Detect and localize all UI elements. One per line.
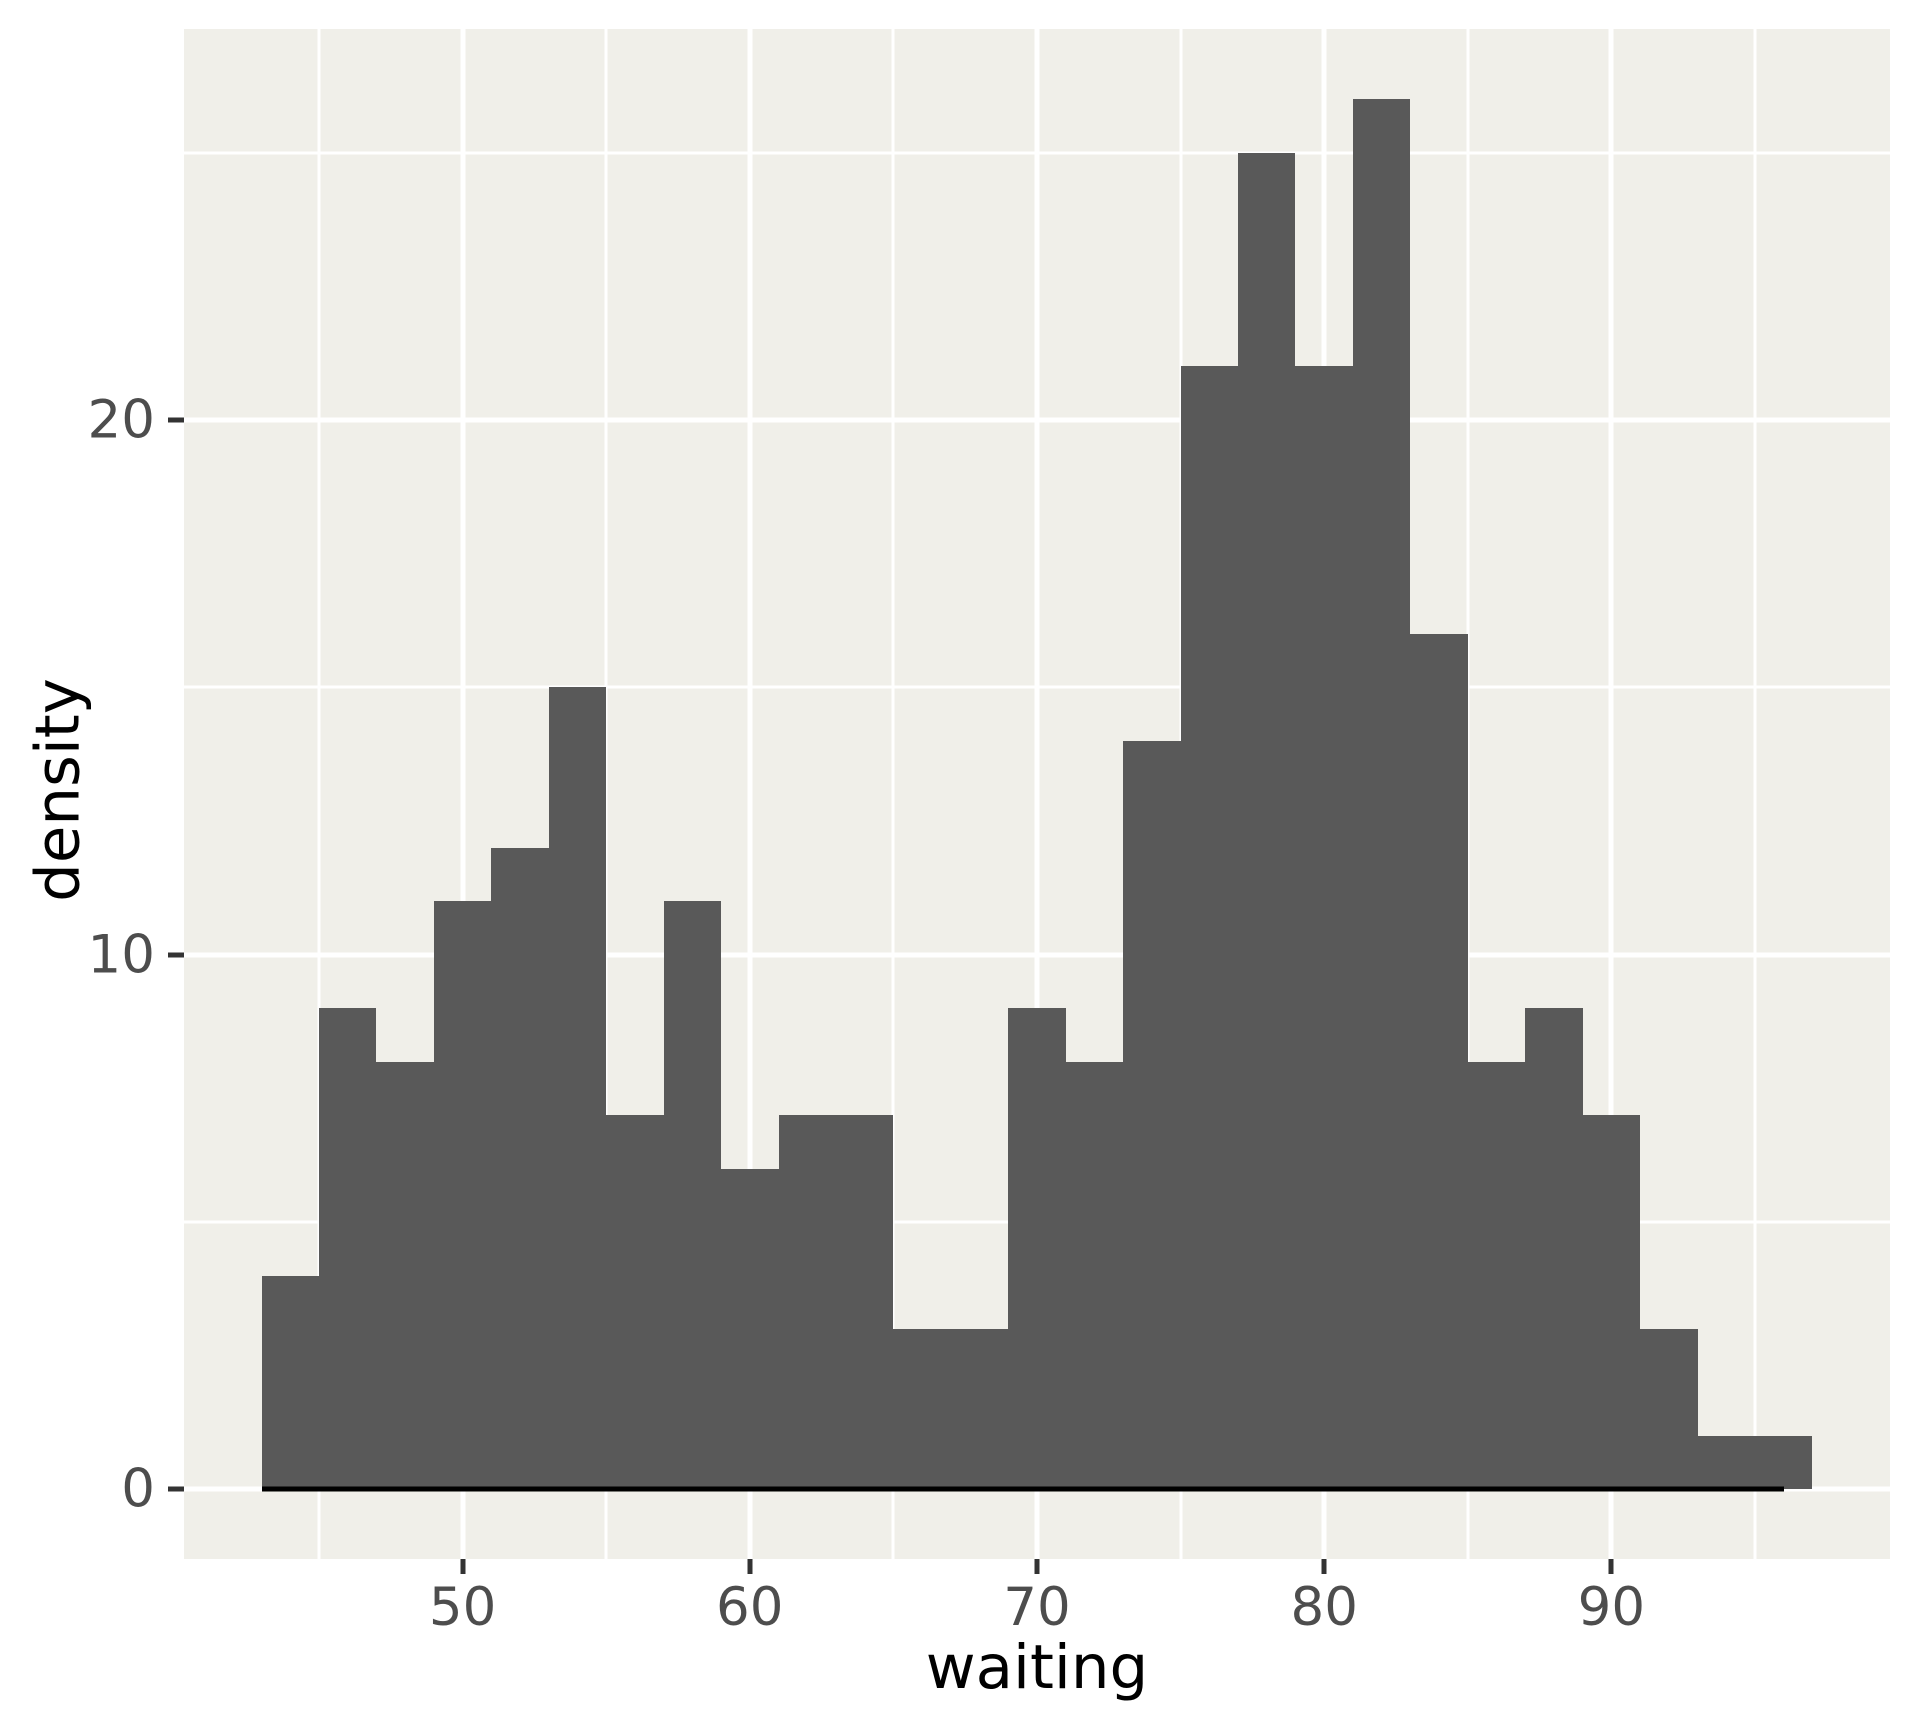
histogram-bar [1352, 99, 1411, 1490]
histogram-bar [893, 1329, 951, 1490]
histogram-bar [1008, 1008, 1066, 1490]
histogram-bar [1525, 1008, 1583, 1490]
x-axis: waiting 50 60 70 80 90 [184, 1559, 1890, 1728]
histogram-bar [1238, 152, 1296, 1490]
histogram-bar [663, 901, 722, 1490]
y-major-gridline [184, 952, 1890, 958]
x-tick-label: 90 [1577, 1577, 1646, 1638]
x-tick-mark [747, 1559, 753, 1574]
histogram-bar [1123, 740, 1181, 1490]
y-tick-label: 0 [121, 1458, 155, 1520]
x-tick-mark [1608, 1559, 1614, 1574]
histogram-bar [835, 1115, 894, 1490]
y-axis: 0 10 20 [0, 29, 184, 1559]
histogram-bar [1467, 1061, 1526, 1490]
x-major-gridline [460, 29, 466, 1559]
y-tick-mark [168, 417, 184, 423]
x-minor-gridline [604, 29, 608, 1559]
histogram-bar [1640, 1329, 1698, 1490]
y-tick-label: 20 [87, 389, 155, 451]
x-minor-gridline [891, 29, 895, 1559]
histogram-bar [1697, 1436, 1755, 1490]
y-tick-label: 10 [87, 924, 155, 986]
histogram-bar [1410, 633, 1468, 1490]
x-minor-gridline [1753, 29, 1757, 1559]
y-tick-mark [168, 1486, 184, 1492]
x-axis-title: waiting [925, 1632, 1149, 1703]
histogram-bar [491, 847, 549, 1490]
x-major-gridline [1034, 29, 1040, 1559]
histogram-bar [318, 1008, 377, 1490]
histogram-bar [548, 687, 607, 1490]
histogram-bar [606, 1115, 664, 1490]
x-tick-mark [1321, 1559, 1327, 1574]
y-major-gridline [184, 417, 1890, 423]
x-major-gridline [1608, 29, 1614, 1559]
histogram-bar [261, 1275, 319, 1490]
y-axis-title: density [22, 678, 94, 902]
histogram-bar [433, 901, 492, 1490]
x-minor-gridline [317, 29, 321, 1559]
x-major-gridline [747, 29, 753, 1559]
histogram-bar [778, 1115, 836, 1490]
y-tick-mark [168, 952, 184, 958]
histogram-bar [1180, 366, 1239, 1490]
x-tick-mark [1034, 1559, 1040, 1574]
histogram-bar [1582, 1115, 1641, 1490]
plot-panel [184, 29, 1890, 1559]
histogram-bar [721, 1168, 779, 1490]
x-tick-mark [460, 1559, 466, 1574]
x-tick-label: 50 [428, 1577, 497, 1638]
x-tick-label: 60 [716, 1577, 784, 1638]
histogram-bar [1295, 366, 1353, 1490]
x-tick-label: 80 [1290, 1577, 1358, 1638]
histogram-bar [1755, 1436, 1813, 1490]
histogram-bar [950, 1329, 1009, 1490]
histogram-bar [1065, 1061, 1124, 1490]
x-tick-label: 70 [1003, 1577, 1071, 1638]
x-minor-gridline [1466, 29, 1470, 1559]
histogram-bar [376, 1061, 434, 1490]
zero-baseline [261, 1486, 1784, 1492]
